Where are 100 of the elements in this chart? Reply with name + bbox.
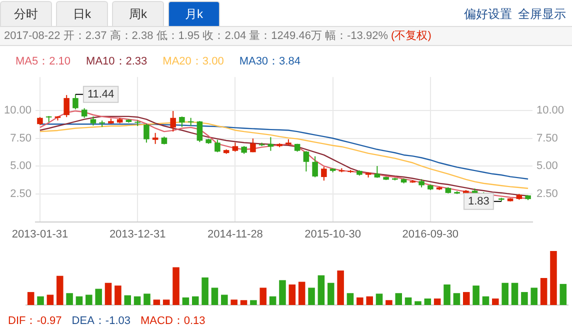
bar — [279, 280, 286, 305]
bar — [434, 298, 441, 305]
bar — [502, 282, 508, 305]
y-tick-label: 2.50 — [10, 188, 32, 200]
candlestick — [374, 165, 380, 178]
bar — [124, 295, 132, 305]
annotation: 11.44 — [87, 88, 114, 100]
bar — [46, 294, 54, 305]
candlestick — [144, 123, 150, 144]
text: MA30：3.84 — [239, 56, 300, 68]
bar — [76, 296, 83, 305]
bar — [250, 300, 257, 305]
bar — [202, 277, 208, 305]
bar — [424, 298, 432, 305]
y-tick-label: 10.00 — [4, 104, 32, 116]
bar — [230, 300, 238, 305]
y2-tick-label: 7.50 — [536, 132, 558, 144]
bar — [521, 292, 528, 305]
text: DEA：-1.03 — [72, 315, 130, 327]
bar — [414, 301, 422, 305]
bar — [27, 292, 34, 305]
bar — [221, 294, 228, 305]
bar — [482, 296, 490, 305]
bar — [66, 293, 73, 305]
bar — [114, 286, 122, 305]
x-tick-label: 2015-10-30 — [304, 228, 361, 240]
y-tick-label: 5.00 — [10, 160, 32, 172]
bar — [386, 300, 392, 305]
x-tick-label: 2014-11-28 — [207, 228, 263, 240]
bar — [327, 282, 334, 305]
text: (不复权) — [391, 30, 432, 42]
y-tick-label: 7.50 — [10, 132, 32, 144]
y2-tick-label: 10.00 — [536, 104, 564, 116]
bar — [153, 300, 160, 305]
candlestick — [90, 116, 96, 126]
annotation: 1.83 — [468, 195, 490, 208]
bar — [395, 293, 402, 305]
candlestick — [232, 142, 238, 152]
text: MACD：0.13 — [140, 315, 206, 327]
bar — [37, 296, 44, 305]
candlestick — [72, 94, 78, 110]
bar — [318, 275, 325, 305]
bar — [404, 297, 412, 305]
y2-tick-label: 2.50 — [536, 188, 558, 200]
bar — [376, 294, 383, 305]
bar — [560, 284, 567, 305]
candlestick — [170, 110, 176, 132]
text: 分时 — [0, 1, 52, 26]
bar — [462, 292, 470, 305]
bar — [472, 286, 480, 305]
text: 周k — [112, 1, 164, 26]
candlestick — [312, 156, 318, 178]
text: 月k — [168, 1, 220, 26]
bar — [453, 293, 460, 305]
text: MA5：2.10 — [16, 56, 71, 68]
candlestick — [303, 150, 310, 172]
bar — [308, 288, 315, 305]
x-tick-label: 2013-01-31 — [12, 228, 68, 240]
bar — [540, 278, 548, 305]
bar — [95, 288, 102, 305]
bar — [288, 284, 296, 305]
candlestick — [179, 116, 185, 128]
bar — [162, 300, 170, 305]
bar — [56, 276, 64, 305]
x-tick-label: 2016-09-30 — [402, 228, 459, 240]
bar — [346, 293, 354, 305]
bar — [172, 267, 180, 305]
bar — [366, 296, 373, 305]
bar — [337, 270, 344, 305]
text: MA20：3.00 — [162, 56, 224, 68]
candlestick — [250, 138, 256, 153]
bar — [269, 296, 276, 305]
text: DIF：-0.97 — [8, 315, 62, 327]
candlestick — [152, 132, 158, 144]
bar — [211, 288, 218, 305]
text: 日k — [56, 1, 108, 26]
chart-subtitle: 2017-08-22 开：2.37 高：2.38 低：1.95 收：2.04 量：1249.46万 幅：-13.92% — [4, 30, 388, 42]
bar — [144, 294, 150, 305]
x-tick-label: 2013-12-31 — [109, 228, 166, 240]
text: 偏好设置 — [464, 6, 512, 23]
bar — [492, 298, 499, 305]
bar — [192, 296, 199, 305]
bar — [86, 294, 92, 305]
bar — [511, 282, 518, 305]
bar — [260, 288, 267, 305]
bar — [356, 297, 364, 305]
bar — [530, 288, 538, 305]
bar — [240, 300, 248, 305]
candlestick — [321, 166, 327, 182]
bar — [444, 284, 450, 305]
bar — [550, 251, 557, 305]
bar — [182, 297, 190, 305]
candlestick — [64, 94, 70, 118]
candlestick — [81, 108, 88, 118]
text: MA10：2.33 — [86, 56, 148, 68]
bar — [134, 296, 141, 305]
text: 全屏显示 — [518, 6, 566, 23]
candlestick — [214, 139, 220, 153]
y2-tick-label: 5.00 — [536, 160, 558, 172]
candlestick — [196, 120, 203, 143]
